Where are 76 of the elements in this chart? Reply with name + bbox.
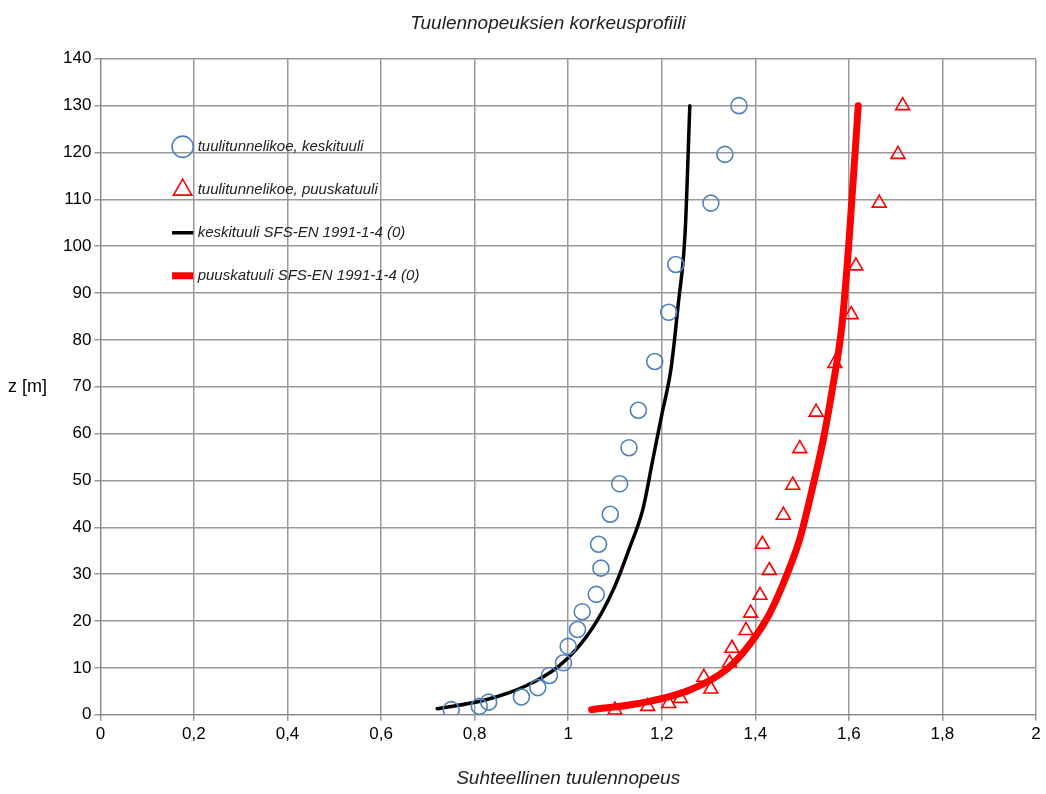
- x-tick-label: 0,2: [182, 723, 206, 743]
- y-tick-label: 140: [62, 48, 92, 68]
- x-tick-label: 1: [563, 723, 573, 743]
- x-tick-label: 0,8: [462, 723, 487, 743]
- y-tick-label: 10: [72, 657, 92, 677]
- x-tick-label: 1,2: [649, 723, 674, 743]
- x-tick-label: 1,8: [930, 723, 955, 743]
- point: [696, 668, 712, 683]
- legend-label: tuulitunnelikoe, keskituuli: [197, 136, 365, 154]
- y-tick-label: 0: [81, 704, 92, 724]
- x-tick-label: 0: [95, 723, 106, 743]
- y-tick-label: 30: [72, 563, 92, 583]
- point: [610, 474, 629, 493]
- x-tick-label: 1,6: [837, 723, 861, 743]
- point: [894, 96, 911, 111]
- legend-label: puuskatuuli SFS-EN 1991-1-4 (0): [196, 265, 420, 283]
- point: [573, 602, 592, 621]
- point: [589, 535, 608, 554]
- y-tick-label: 100: [62, 235, 92, 255]
- point: [848, 257, 864, 271]
- x-tick-label: 0,6: [369, 723, 393, 743]
- point: [568, 620, 587, 639]
- y-tick-label: 120: [62, 142, 92, 162]
- x-tick-label: 2: [1031, 723, 1041, 743]
- point: [724, 639, 740, 654]
- point: [761, 561, 778, 576]
- point: [871, 194, 888, 208]
- point: [601, 505, 620, 524]
- point: [730, 96, 748, 115]
- point: [442, 700, 461, 715]
- point: [752, 586, 768, 601]
- point: [702, 194, 720, 212]
- point: [639, 697, 656, 712]
- point: [512, 688, 531, 706]
- point: [716, 145, 734, 164]
- point: [629, 401, 648, 420]
- y-tick-label: 60: [72, 423, 92, 443]
- legend-label: tuulitunnelikoe, puuskatuuli: [197, 179, 379, 197]
- point: [559, 637, 577, 656]
- point: [738, 621, 754, 636]
- point: [479, 693, 498, 711]
- point: [620, 438, 638, 457]
- point: [808, 403, 824, 417]
- point: [554, 653, 573, 672]
- point: [666, 255, 685, 274]
- y-tick-label: 110: [64, 189, 92, 209]
- y-tick-label: 50: [72, 470, 92, 490]
- point: [754, 535, 771, 550]
- point: [703, 680, 719, 694]
- point: [742, 604, 759, 618]
- y-tick-label: 130: [62, 95, 92, 115]
- x-tick-label: 0,4: [275, 723, 300, 743]
- point: [587, 585, 606, 604]
- y-tick-label: 70: [72, 376, 92, 396]
- y-tick-label: 90: [72, 282, 92, 302]
- point: [645, 352, 664, 371]
- point: [528, 678, 547, 697]
- point: [785, 476, 801, 490]
- y-axis-title: z [m]: [8, 375, 47, 396]
- point: [890, 145, 906, 160]
- x-axis-title: Suhteellinen tuulennopeus: [456, 766, 681, 788]
- y-tick-label: 80: [72, 329, 92, 349]
- point: [775, 506, 792, 520]
- legend-label: keskituuli SFS-EN 1991-1-4 (0): [197, 222, 406, 240]
- x-tick-label: 1,4: [743, 723, 768, 743]
- point: [659, 303, 678, 322]
- point: [672, 689, 689, 704]
- point: [792, 439, 808, 454]
- point: [827, 354, 843, 369]
- y-tick-label: 40: [72, 517, 92, 537]
- point: [540, 666, 559, 685]
- point: [721, 653, 738, 668]
- point: [592, 559, 610, 577]
- chart-title: Tuulennopeuksien korkeusprofiili: [410, 11, 687, 33]
- point: [470, 697, 489, 715]
- y-tick-label: 20: [72, 610, 92, 630]
